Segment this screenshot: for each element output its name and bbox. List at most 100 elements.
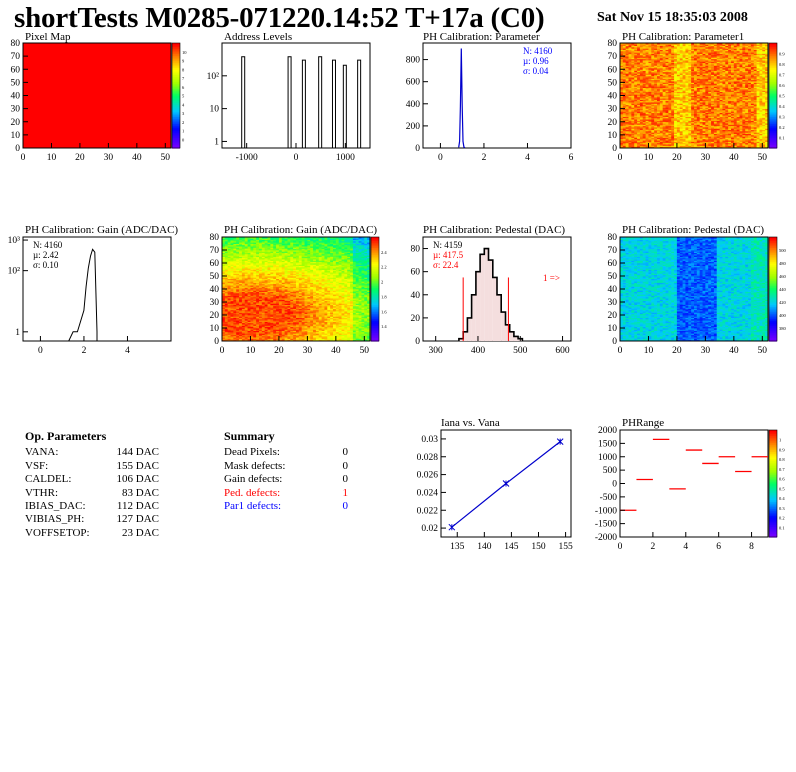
ph-param1-cell <box>622 75 627 78</box>
ph-param1-cell <box>662 134 666 137</box>
ph-param1-cell <box>628 120 632 123</box>
ph-param1-cell <box>620 43 624 45</box>
ph-param1-cell <box>657 46 661 49</box>
ph-param1-cell <box>625 132 629 134</box>
ph-param1-cell <box>654 90 658 92</box>
y-tick-label: 10 <box>210 105 220 115</box>
ph-param1-cell <box>657 53 661 56</box>
ph-param1-cell <box>622 46 627 49</box>
ph-param1-cell <box>637 136 641 138</box>
ph-param1-cell <box>620 85 624 87</box>
ph-param1-cell <box>634 61 638 64</box>
ph-param-title: PH Calibration: Parameter <box>423 31 540 43</box>
ph-param1-cell <box>622 116 627 119</box>
ph-param1-cell <box>634 46 638 49</box>
ph-param1-cell <box>654 111 658 113</box>
ph-param1-cell <box>645 106 649 108</box>
ph-param1-cell <box>637 111 641 113</box>
ph-param1-cell <box>645 66 649 69</box>
ph-param1-cell <box>625 49 629 52</box>
ph-param1-cell <box>657 65 661 68</box>
ph-param1-cell <box>654 71 658 74</box>
ph-param1-cell <box>645 43 649 45</box>
ph-param1-cell <box>620 87 624 90</box>
ph-param1-cell <box>625 61 629 64</box>
ph-param1-cell <box>628 116 632 119</box>
ph-param1-cell <box>654 125 658 128</box>
ph-param1-cell <box>631 142 635 145</box>
ph-param1-cell <box>631 83 635 86</box>
ph-param1-cell <box>622 87 627 90</box>
ph-param1-cell <box>648 99 652 102</box>
ph-param1-cell <box>642 113 647 116</box>
y-tick-label: 20 <box>608 118 618 128</box>
ph-param1-cell <box>634 100 638 103</box>
ph-param1-cell <box>662 124 666 127</box>
ph-param1-cell <box>634 140 638 142</box>
ph-param1-cell <box>657 129 661 132</box>
ph-param1-cell <box>639 77 644 79</box>
ph-param1-cell <box>662 138 666 141</box>
y-tick-label: 0 <box>612 144 617 154</box>
ph-param1-cell <box>625 94 629 96</box>
ph-param1-cell <box>637 90 641 92</box>
ph-param1-cell <box>628 109 632 112</box>
ph-param1-cell <box>648 103 652 106</box>
ph-param1-cell <box>631 107 635 110</box>
ph-param1-cell <box>642 121 647 124</box>
ph-param1-cell <box>648 112 652 115</box>
ph-param1-cell <box>628 98 632 100</box>
colorbar-label: 0.3 <box>779 115 785 120</box>
ph-param1-cell <box>657 125 661 128</box>
x-tick-label: -1000 <box>236 153 258 163</box>
ph-param1-cell <box>654 43 658 45</box>
ph-param1-cell <box>631 87 635 90</box>
ph-param1-cell <box>662 79 666 82</box>
ph-param1-cell <box>625 69 629 71</box>
ph-param1-cell <box>659 44 664 47</box>
ph-param1-cell <box>622 102 627 104</box>
ph-param1-cell <box>645 117 649 120</box>
ph-param1-cell <box>645 67 649 70</box>
ph-param1-cell <box>662 96 666 99</box>
ph-param1-cell <box>654 58 658 61</box>
ph-param1-cell <box>628 90 632 92</box>
ph-param1-cell <box>634 62 638 65</box>
stats-sigma: σ: 0.10 <box>33 260 59 270</box>
ph-param1-cell <box>659 102 664 104</box>
ph-param1-cell <box>659 123 664 125</box>
ph-param1-cell <box>648 138 652 141</box>
ph-param1-cell <box>662 75 666 78</box>
ph-param1-cell <box>657 136 661 138</box>
ph-param1-cell <box>637 112 641 115</box>
y-tick-label: 60 <box>608 65 618 75</box>
ph-param1-cell <box>648 54 652 57</box>
ph-param1-cell <box>654 96 658 99</box>
ph-param1-cell <box>631 48 635 50</box>
ph-param1-cell <box>620 69 624 71</box>
ph-param1-cell <box>622 57 627 60</box>
colorbar-label: 0.9 <box>779 52 785 57</box>
ph-param1-cell <box>634 104 638 107</box>
ph-param1-cell <box>631 61 635 64</box>
stats-mean: µ: 2.42 <box>33 250 59 260</box>
ph-param1-cell <box>625 109 629 112</box>
ph-param1-cell <box>639 128 644 131</box>
ph-param1-cell <box>620 95 624 98</box>
ph-param1-cell <box>654 50 658 53</box>
colorbar-cell <box>172 135 180 139</box>
colorbar-label: 0.2 <box>779 125 785 130</box>
ph-param1-cell <box>654 91 658 94</box>
ph-param1-cell <box>622 48 627 50</box>
y-tick-label: 1 <box>214 137 219 147</box>
y-tick-label: 200 <box>406 122 421 132</box>
ph-param1-cell <box>639 99 644 102</box>
ph-param1-cell <box>642 119 647 121</box>
ph-param1-cell <box>637 119 641 121</box>
ph-param1-cell <box>645 64 649 66</box>
ph-param1-cell <box>622 113 627 116</box>
ph-param1-cell <box>651 104 655 107</box>
pedestal-map-title: PH Calibration: Pedestal (DAC) <box>622 224 765 236</box>
ph-param1-cell <box>651 121 655 124</box>
ph-param1-cell <box>642 138 647 141</box>
